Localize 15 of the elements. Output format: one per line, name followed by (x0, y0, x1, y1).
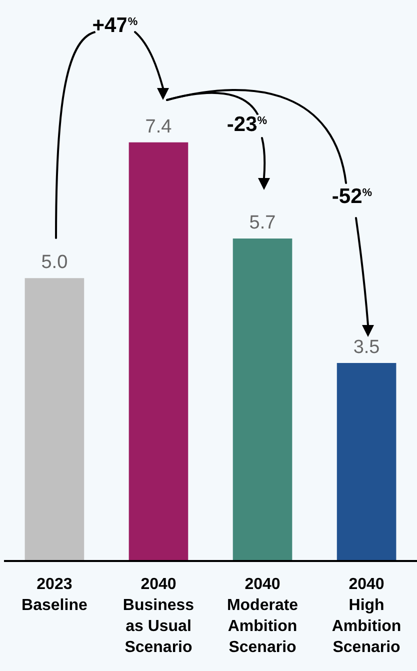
bar (336, 362, 396, 561)
x-tick-label: 2040 Business as Usual Scenario (122, 576, 194, 656)
bar (232, 238, 292, 561)
data-label: 5.0 (41, 252, 68, 274)
text: -23$^{%}$ (226, 113, 268, 136)
bar (24, 278, 84, 561)
x-tick-label: 2023 Baseline (22, 576, 88, 614)
x-tick-label: 2040 Moderate Ambition Scenario (226, 576, 298, 656)
data-label: 3.5 (353, 336, 380, 358)
data-label: 5.7 (249, 212, 276, 234)
annotation: -52$^{%}$ (332, 185, 372, 208)
bar (128, 142, 188, 561)
x-tick-label: 2040 High Ambition Scenario (332, 576, 402, 656)
text: +47$^{%}$ (92, 14, 138, 37)
data-label: 7.4 (145, 116, 172, 138)
